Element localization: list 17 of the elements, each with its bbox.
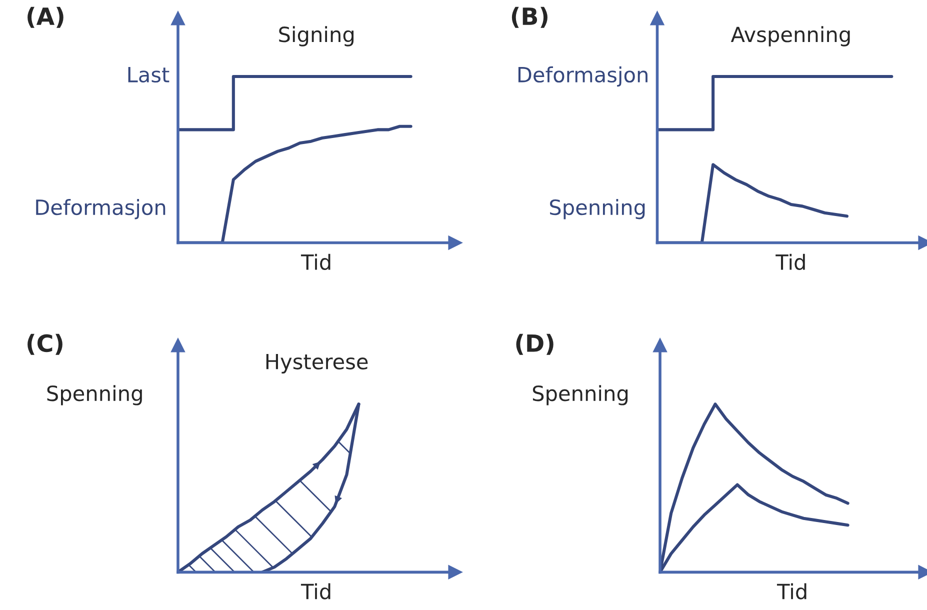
x-axis-title: Tid [300,254,330,270]
series-label: Spenning [550,199,645,220]
x-axis-title: Tid [776,254,805,270]
text: Deformasjon [518,66,648,87]
series-label: Deformasjon [36,199,166,220]
chart-title: Avspenning [730,26,850,46]
y-axis-title: Spenning [532,385,628,406]
x-axis-title: Tid [300,583,330,600]
text: Last [128,67,170,83]
chart-title: Signing [279,26,354,46]
text: (C) [28,334,62,355]
y-axis-title: Spenning [47,385,142,406]
text: (B) [512,6,548,28]
chart-title: Hysterese [266,354,368,374]
text: (A) [28,6,64,28]
x-axis-title: Tid [776,583,806,600]
text: (D) [516,334,554,355]
